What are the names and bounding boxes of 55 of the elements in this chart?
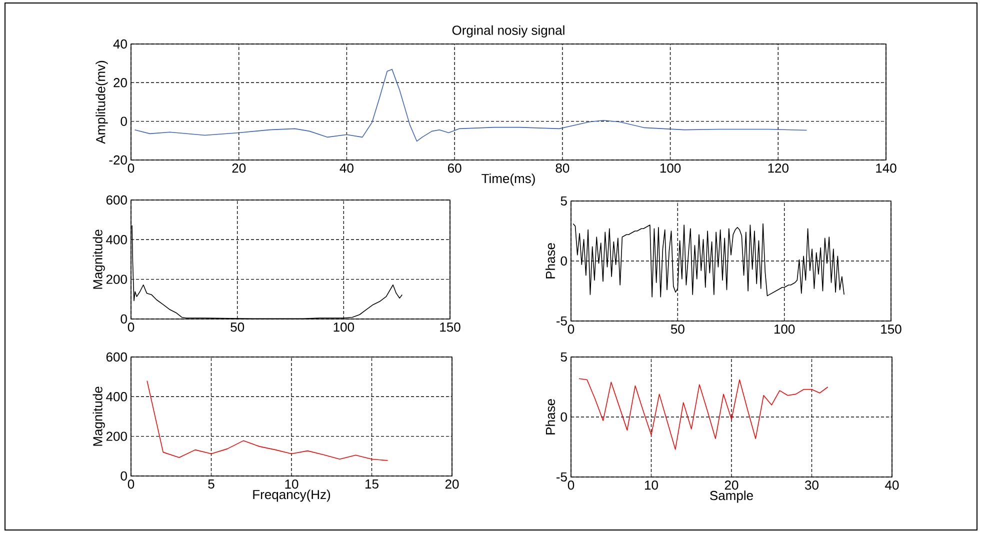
x-tick-label: 20 [724,480,738,490]
x-tick-label: 15 [366,480,378,489]
x-tick-label: 40 [885,480,899,490]
x-axis-title: Sample [710,490,753,503]
y-tick-label: 200 [106,274,127,284]
x-axis-title: Freqancy(Hz) [253,490,330,502]
y-tick-label: -5 [556,472,567,482]
x-tick-label: 50 [670,324,684,334]
x-tick-label: 50 [230,322,244,332]
y-tick-label: 600 [106,195,127,205]
y-axis-title: Magnitude [92,386,105,446]
x-axis-title: Time(ms) [482,174,535,186]
x-tick-label: 150 [881,324,902,334]
y-axis-title: Magnitude [92,230,105,289]
x-tick-label: 0 [128,480,134,489]
x-tick-label: 80 [556,164,570,173]
y-tick-label: 0 [120,314,127,324]
y-tick-label: 0 [560,412,567,422]
y-tick-label: -20 [109,155,127,165]
x-tick-label: 100 [660,164,681,173]
y-tick-label: 200 [106,432,127,441]
y-tick-label: 0 [120,116,127,126]
y-axis-title: Phase [545,399,556,434]
x-tick-label: 120 [768,164,788,173]
y-tick-label: 40 [113,39,127,49]
x-tick-label: 60 [448,164,462,173]
line-series [134,68,808,142]
y-tick-label: -5 [556,316,567,326]
x-tick-label: 140 [876,164,896,173]
x-tick-label: 40 [340,164,354,173]
x-tick-label: 10 [285,480,298,489]
x-tick-label: 10 [645,480,658,490]
x-tick-label: 30 [805,480,818,490]
x-tick-label: 0 [568,480,574,490]
x-tick-label: 100 [774,324,795,334]
y-axis-title: Phase [545,243,556,278]
y-axis-title: Amplitude(mv) [96,60,108,144]
y-tick-label: 20 [114,78,127,88]
x-tick-label: 0 [128,164,134,173]
y-tick-label: 0 [120,471,127,481]
x-tick-label: 20 [445,480,459,489]
y-tick-label: 0 [560,256,567,266]
y-tick-label: 600 [106,352,127,362]
chart-title: Orginal nosiy signal [452,25,564,38]
line-series [146,380,388,461]
x-tick-label: 150 [440,322,460,332]
y-tick-label: 400 [106,392,127,402]
x-tick-label: 0 [128,322,134,332]
x-tick-label: 20 [232,164,246,173]
x-tick-label: 0 [568,324,574,334]
x-tick-label: 100 [334,322,354,332]
y-tick-label: 5 [560,352,567,362]
y-tick-label: 5 [560,196,567,206]
x-tick-label: 5 [208,480,214,489]
y-tick-label: 400 [106,235,127,244]
